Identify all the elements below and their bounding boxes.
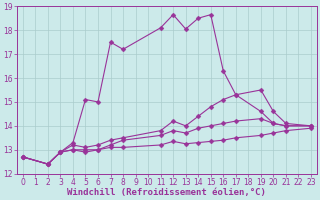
X-axis label: Windchill (Refroidissement éolien,°C): Windchill (Refroidissement éolien,°C) xyxy=(68,188,266,197)
